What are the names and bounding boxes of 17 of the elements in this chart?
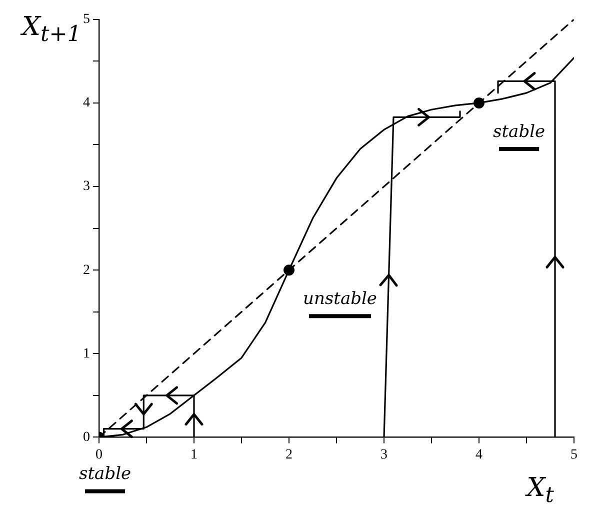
annotation: unstable [303,289,377,310]
x-tick-label: 3 [380,447,388,462]
annotation: stable [79,464,132,484]
x-tick-label: 5 [570,447,578,462]
y-axis-title: X$_{t+1}$ [22,12,82,48]
x-tick-label: 4 [476,447,482,462]
annotation: stable [493,122,546,142]
x-tick-label: 1 [190,447,198,462]
y-tick-label: 3 [83,179,90,194]
y-tick-label: 0 [83,430,90,445]
y-tick-label: 5 [83,12,90,28]
y-tick-label: 4 [83,96,90,111]
y-tick-label: 2 [83,262,90,278]
y-tick-label: 1 [83,346,90,362]
x-tick-label: 0 [96,447,102,462]
x-tick-label: 2 [286,447,292,462]
x-axis-title: X$_{t}$ [526,472,554,508]
